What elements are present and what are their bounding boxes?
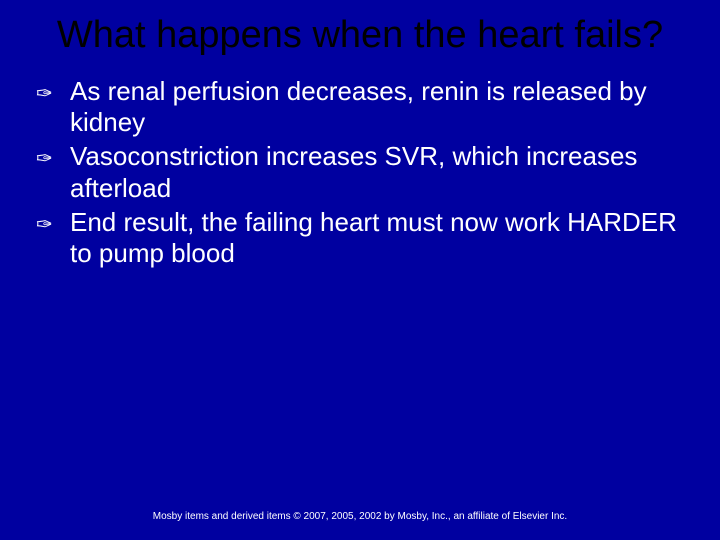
list-item: ✑ As renal perfusion decreases, renin is…: [36, 76, 684, 139]
bullet-text: End result, the failing heart must now w…: [70, 207, 684, 270]
bullet-icon: ✑: [36, 207, 70, 241]
slide-body: ✑ As renal perfusion decreases, renin is…: [0, 58, 720, 270]
slide-title: What happens when the heart fails?: [0, 0, 720, 58]
bullet-icon: ✑: [36, 141, 70, 175]
slide-footer: Mosby items and derived items © 2007, 20…: [0, 511, 720, 522]
list-item: ✑ Vasoconstriction increases SVR, which …: [36, 141, 684, 204]
bullet-text: Vasoconstriction increases SVR, which in…: [70, 141, 684, 204]
bullet-icon: ✑: [36, 76, 70, 110]
bullet-text: As renal perfusion decreases, renin is r…: [70, 76, 684, 139]
slide: What happens when the heart fails? ✑ As …: [0, 0, 720, 540]
list-item: ✑ End result, the failing heart must now…: [36, 207, 684, 270]
